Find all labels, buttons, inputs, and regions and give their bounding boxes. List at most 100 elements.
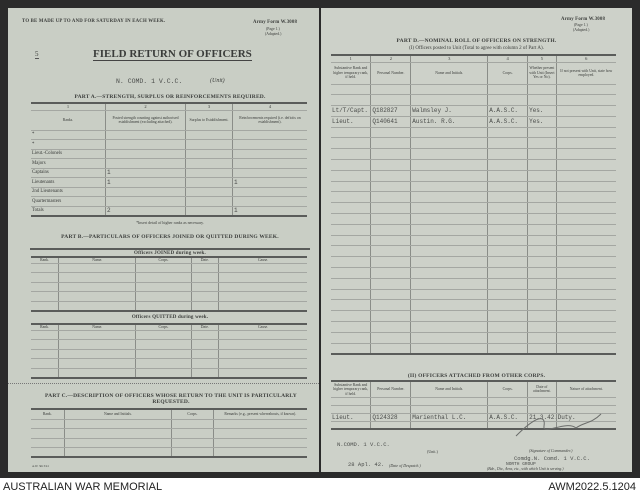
table-cell bbox=[410, 84, 488, 96]
table-cell bbox=[555, 245, 616, 258]
table-cell bbox=[331, 181, 371, 193]
table-cell: Name and Initials. bbox=[410, 381, 488, 398]
table-cell bbox=[487, 94, 528, 107]
table-cell: 2 bbox=[370, 55, 411, 63]
table-cell bbox=[487, 159, 528, 171]
table-cell bbox=[555, 159, 616, 171]
table-cell: Q182827 bbox=[370, 105, 411, 117]
table-cell bbox=[135, 358, 192, 369]
table-cell bbox=[58, 368, 136, 378]
table-cell bbox=[487, 245, 528, 258]
table-cell: Name. bbox=[58, 257, 136, 264]
table-cell bbox=[331, 256, 371, 269]
table-cell bbox=[218, 339, 307, 350]
table-cell bbox=[58, 330, 136, 340]
form-page: (Page 1.) bbox=[574, 23, 588, 27]
table-cell bbox=[190, 349, 219, 359]
table-row bbox=[331, 137, 616, 150]
table-cell bbox=[231, 187, 307, 197]
table-cell bbox=[331, 397, 371, 406]
table-cell bbox=[31, 272, 59, 283]
table-row bbox=[31, 339, 307, 350]
form-page: (Page 1.) bbox=[266, 27, 280, 31]
table-cell bbox=[331, 299, 371, 312]
table-cell bbox=[171, 447, 214, 458]
table-row: Totals 2 1 bbox=[31, 206, 307, 216]
header-note: TO BE MADE UP TO AND FOR SATURDAY IN EAC… bbox=[22, 19, 166, 24]
table-cell bbox=[555, 256, 616, 269]
form-adapted: (Adapted.) bbox=[573, 28, 590, 32]
table-cell bbox=[331, 213, 371, 225]
table-cell bbox=[487, 170, 528, 182]
table-cell: Lt/T/Capt. bbox=[331, 105, 371, 117]
table-cell bbox=[370, 289, 411, 301]
table-cell bbox=[331, 127, 371, 139]
table-cell bbox=[555, 278, 616, 290]
table-cell bbox=[135, 272, 192, 283]
table-cell: 1 bbox=[231, 177, 307, 188]
table-cell: 1 bbox=[231, 206, 307, 216]
table-cell: 4 bbox=[487, 55, 528, 63]
left-page: TO BE MADE UP TO AND FOR SATURDAY IN EAC… bbox=[8, 8, 319, 472]
table-cell bbox=[331, 148, 371, 161]
table-row bbox=[31, 358, 307, 369]
table-row bbox=[331, 127, 616, 139]
table-cell bbox=[190, 282, 219, 292]
table-cell bbox=[331, 289, 371, 301]
table-cell: Remarks (e.g., present whereabouts, if k… bbox=[212, 409, 307, 420]
table-cell bbox=[31, 263, 59, 273]
table-cell bbox=[410, 137, 488, 150]
table-cell bbox=[555, 170, 616, 182]
table-cell: Corps. bbox=[171, 409, 214, 420]
table-cell bbox=[63, 419, 172, 429]
table-cell bbox=[331, 421, 371, 430]
table-row bbox=[331, 299, 616, 312]
table-cell bbox=[527, 397, 557, 406]
part-a-heading: PART A.—STRENGTH, SURPLUS OR REINFORCEME… bbox=[74, 94, 266, 100]
table-cell bbox=[190, 358, 219, 369]
table-cell bbox=[555, 127, 616, 139]
table-cell bbox=[370, 159, 411, 171]
table-row bbox=[331, 289, 616, 301]
part-a-footnote: *Insert detail of higher ranks as necess… bbox=[136, 220, 204, 225]
table-cell bbox=[105, 158, 186, 169]
table-cell bbox=[410, 191, 488, 204]
table-cell: Walmsley J. bbox=[410, 105, 488, 117]
table-row bbox=[331, 181, 616, 193]
officers-attached-table: Substantive Rank and higher temporary ra… bbox=[331, 380, 616, 430]
table-cell bbox=[171, 428, 214, 439]
table-cell bbox=[331, 405, 371, 414]
table-row: Majors bbox=[31, 158, 307, 169]
table-cell bbox=[410, 181, 488, 193]
table-row bbox=[331, 421, 616, 430]
unit-label: (Unit) bbox=[210, 78, 225, 84]
table-cell: Corps. bbox=[135, 324, 192, 331]
table-cell bbox=[487, 421, 528, 430]
table-cell bbox=[410, 421, 488, 430]
table-cell bbox=[555, 181, 616, 193]
table-cell bbox=[487, 84, 528, 96]
table-cell bbox=[487, 321, 528, 333]
table-cell bbox=[231, 130, 307, 140]
table-row bbox=[331, 202, 616, 215]
table-row bbox=[331, 148, 616, 161]
table-row bbox=[31, 272, 307, 283]
table-cell bbox=[58, 272, 136, 283]
table-cell bbox=[218, 358, 307, 369]
table-cell: Name and Initials. bbox=[410, 62, 488, 85]
table-row bbox=[31, 447, 307, 458]
table-row: * bbox=[31, 130, 307, 140]
caption-id: AWM2022.5.1204 bbox=[548, 481, 636, 493]
table-cell bbox=[58, 282, 136, 292]
table-cell: 1 bbox=[105, 168, 186, 178]
table-row: 2nd Lieutenants bbox=[31, 187, 307, 197]
unit-value: N. COMD. 1 V.C.C. bbox=[116, 78, 183, 85]
table-cell bbox=[31, 282, 59, 292]
table-cell bbox=[212, 438, 307, 448]
table-cell bbox=[527, 159, 557, 171]
table-cell: Substantive Rank and higher temporary ra… bbox=[331, 62, 371, 85]
table-cell: Quartermasters bbox=[31, 196, 106, 207]
table-row bbox=[31, 419, 307, 429]
table-row: Lt/T/Capt. Q182827 Walmsley J. A.A.S.C. Yes. bbox=[331, 105, 616, 117]
table-cell bbox=[58, 263, 136, 273]
